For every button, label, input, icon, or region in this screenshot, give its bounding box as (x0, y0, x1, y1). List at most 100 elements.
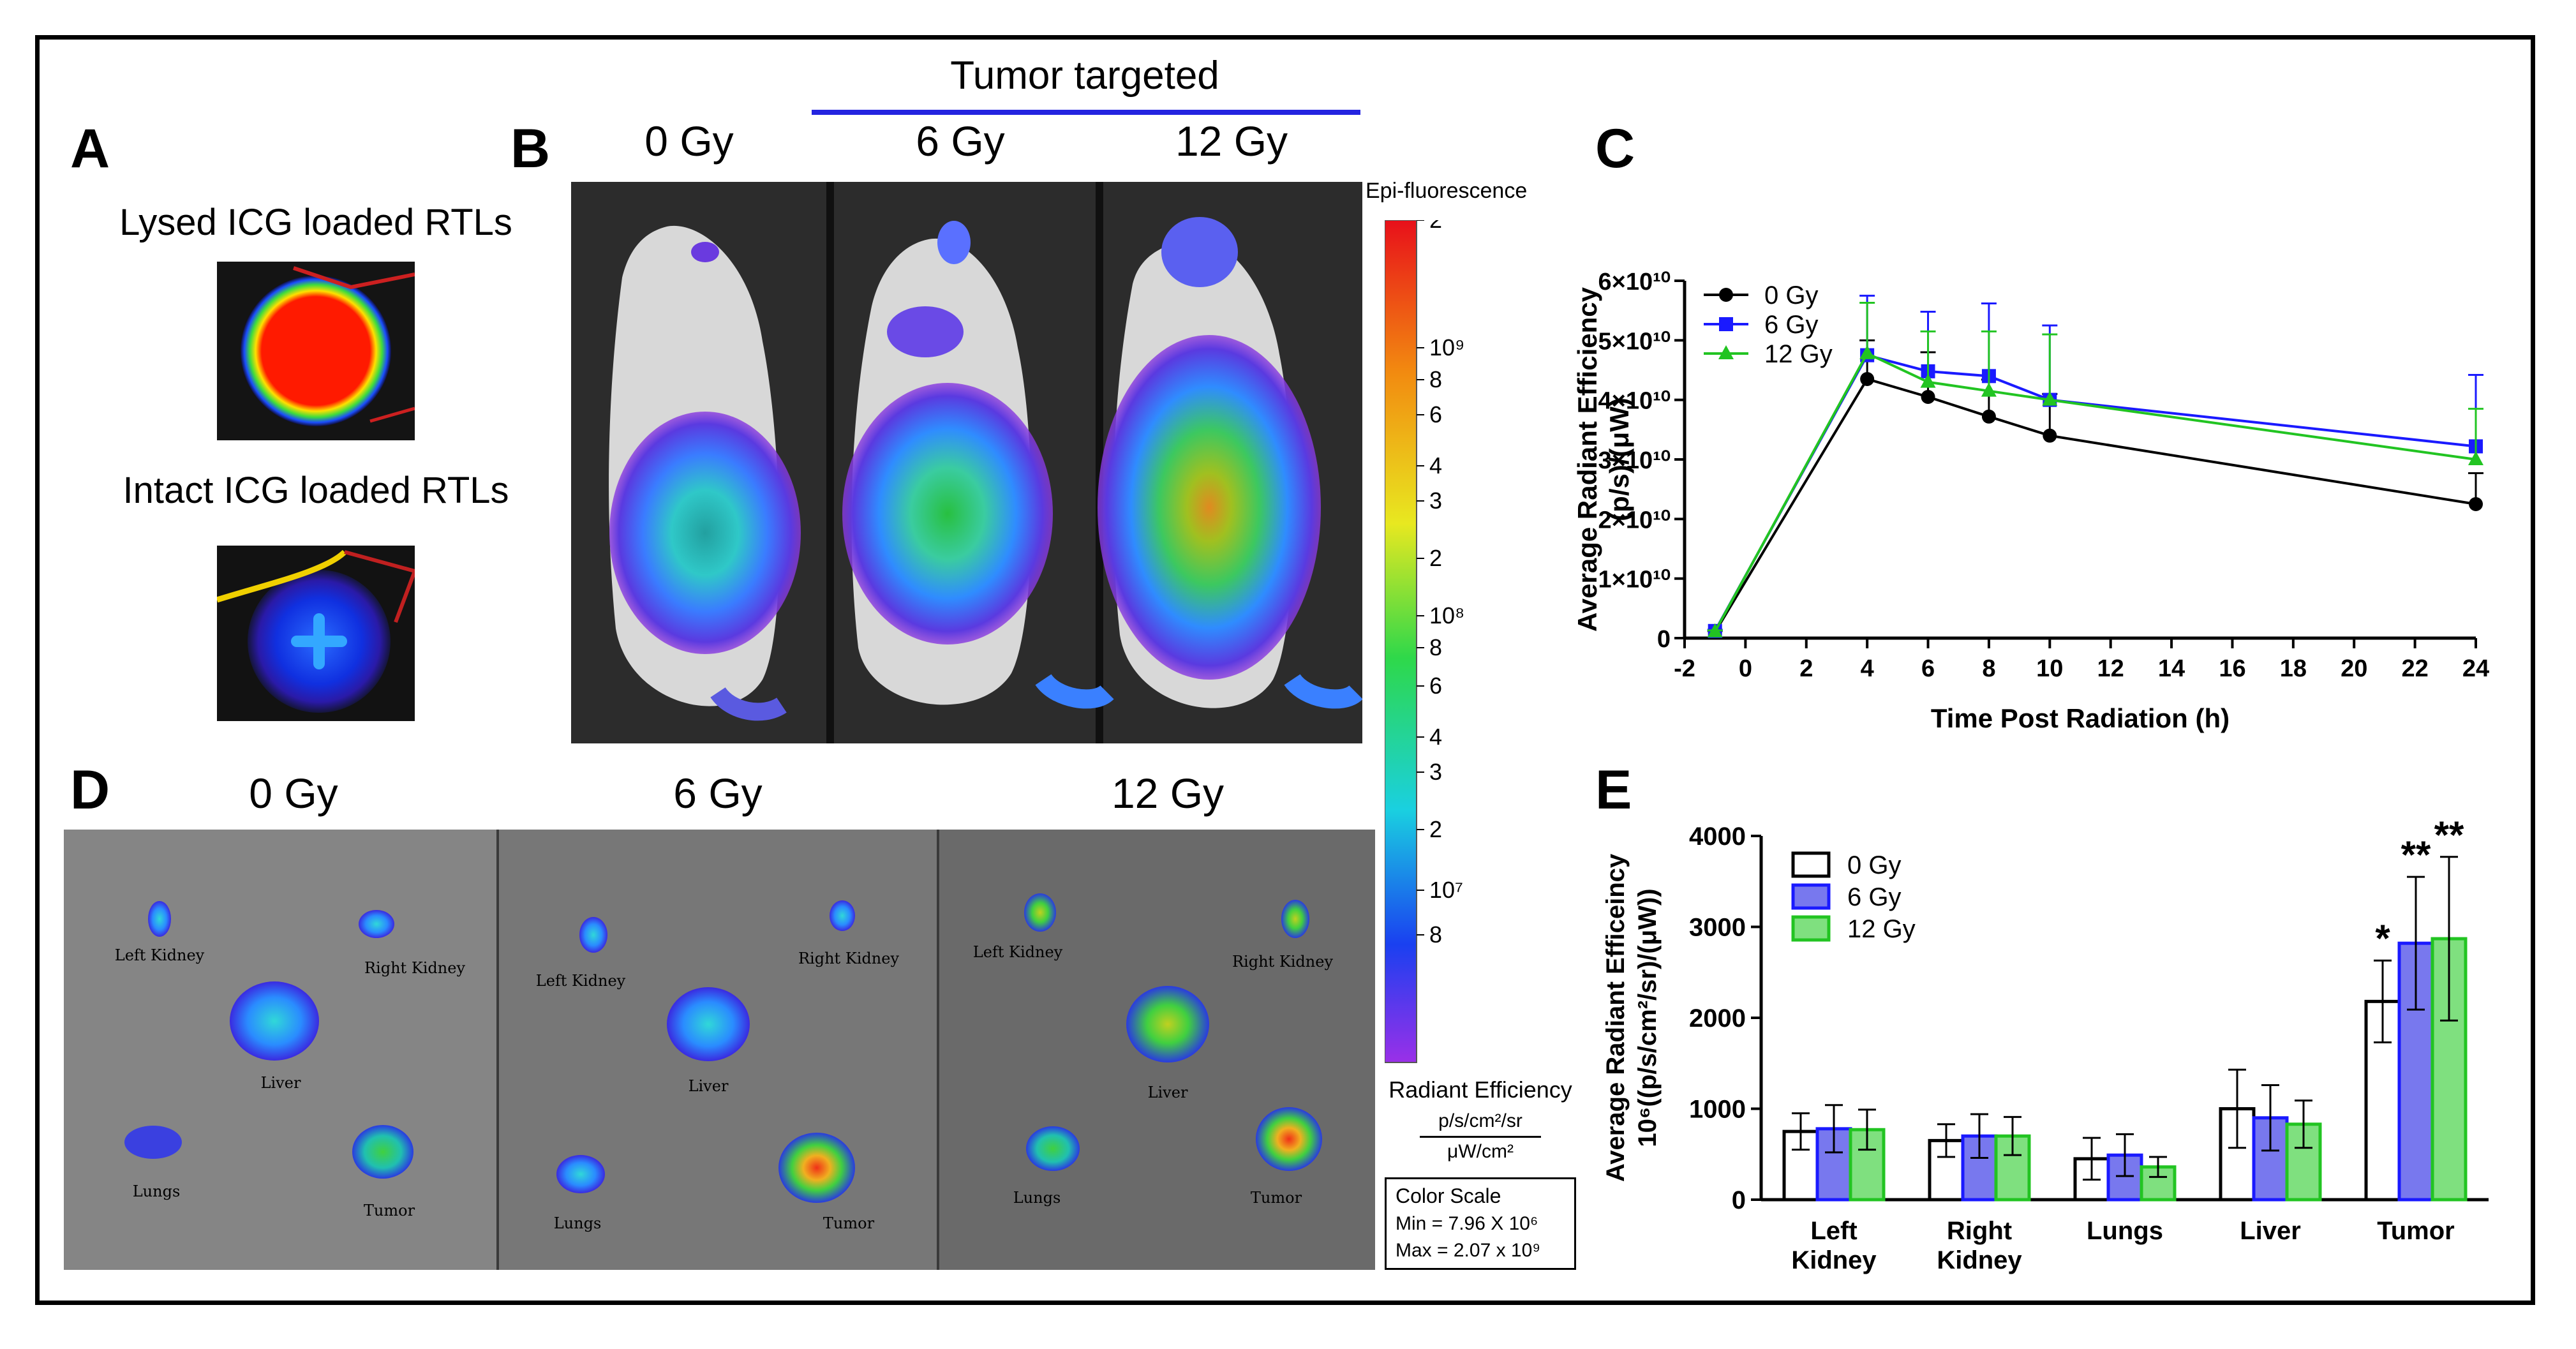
d-dose-label-6: 6 Gy (673, 770, 763, 817)
organ-label-liver-12: Liver (1147, 1084, 1188, 1101)
e-significance-marker: ** (2434, 817, 2464, 856)
panel-d-letter: D (70, 759, 110, 821)
c-x-tick-label: 16 (2219, 655, 2245, 682)
b-dose-label-0: 0 Gy (644, 117, 734, 165)
organ-label-right-kidney-0: Right Kidney (364, 959, 466, 977)
mouse-fluorescence-image (571, 182, 1362, 743)
tumor-targeted-label: Tumor targeted (950, 54, 1219, 98)
c-y-tick-label: 0 (1657, 626, 1671, 653)
c-x-tick-label: 24 (2462, 655, 2489, 682)
organ-label-liver-6: Liver (688, 1077, 729, 1095)
c-x-tick-label: 6 (1921, 655, 1935, 682)
e-category-label: Right (1947, 1217, 2012, 1245)
intact-caption: Intact ICG loaded RTLs (123, 470, 509, 511)
c-y-axis-label-1: Average Radiant Efficiency (1572, 287, 1602, 632)
organ-label-left-kidney-0: Left Kidney (114, 946, 205, 964)
c-series-line-0-gy (1713, 377, 2476, 633)
e-y-tick-label: 2000 (1689, 1004, 1746, 1032)
e-y-tick-label: 4000 (1689, 823, 1746, 851)
organ-label-lungs-0: Lungs (132, 1182, 181, 1200)
e-category-label: Tumor (2377, 1217, 2454, 1245)
c-legend-marker (1719, 288, 1733, 302)
organ-label-lungs-12: Lungs (1013, 1189, 1061, 1207)
c-x-tick-label: 14 (2158, 655, 2185, 682)
organ-label-left-kidney-12: Left Kidney (972, 943, 1063, 961)
c-legend-marker (1719, 317, 1733, 331)
e-y-axis-label-1: Average Radiant Efficeincy (1602, 853, 1630, 1182)
e-significance-marker: ** (2401, 833, 2431, 876)
colorbar-tick-label: 8 (1429, 634, 1442, 660)
units-fraction-line (1420, 1136, 1541, 1138)
organ-label-right-kidney-6: Right Kidney (798, 950, 900, 967)
e-significance-marker: * (2375, 917, 2390, 960)
e-legend-swatch (1791, 883, 1831, 910)
e-category-label: Kidney (1937, 1246, 2022, 1274)
c-point (1981, 382, 1997, 397)
e-bar-12-gy (1994, 1134, 2031, 1202)
c-y-tick-label: 3×10¹⁰ (1598, 447, 1671, 474)
e-category-label: Left (1810, 1217, 1857, 1245)
e-category-label: Liver (2240, 1217, 2301, 1245)
color-scale-title: Color Scale (1396, 1184, 1501, 1207)
e-y-axis-label-2: 10⁶((p/s/cm²/sr)/(μW)) (1634, 888, 1662, 1147)
organ-image-art (64, 830, 1375, 1270)
lysed-caption: Lysed ICG loaded RTLs (119, 202, 512, 243)
colorbar-tick-label: 4 (1429, 452, 1442, 479)
organ-fluorescence-image: Left Kidney Right Kidney Liver Lungs Tum… (64, 830, 1375, 1270)
c-y-axis-label-2: (p/s)/(μW) (1604, 398, 1634, 521)
panel-a-letter: A (70, 118, 110, 179)
bar-chart-e: 0 1000 2000 3000 4000 Average Radiant Efficei… (1602, 817, 2489, 1274)
c-y-tick-label: 5×10¹⁰ (1598, 328, 1671, 355)
colorbar-tick-label: 8 (1429, 921, 1442, 948)
c-x-tick-label: 12 (2097, 655, 2124, 682)
colorbar-tick-label: 8 (1429, 366, 1442, 392)
d-dose-label-12: 12 Gy (1111, 770, 1225, 817)
figure-frame (35, 35, 2535, 1305)
c-point (1981, 409, 1996, 424)
e-legend-label: 6 Gy (1847, 883, 1901, 911)
c-y-tick-label: 4×10¹⁰ (1598, 388, 1671, 415)
c-y-tick-label: 6×10¹⁰ (1598, 269, 1671, 295)
color-scale-min: Min = 7.96 X 10⁶ (1396, 1213, 1538, 1234)
organ-label-tumor-12: Tumor (1250, 1189, 1302, 1207)
c-point (2468, 451, 2483, 465)
colorbar-tick-label: 6 (1429, 401, 1442, 428)
organ-label-right-kidney-12: Right Kidney (1232, 953, 1334, 971)
c-legend-marker (1718, 345, 1734, 359)
c-series-line-12-gy (1713, 352, 2476, 632)
colorbar-tick-label: 3 (1429, 488, 1442, 514)
c-x-tick-label: 8 (1982, 655, 1995, 682)
c-y-tick-label: 2×10¹⁰ (1598, 507, 1671, 533)
c-y-tick-label: 1×10¹⁰ (1598, 567, 1671, 593)
c-x-tick-label: -2 (1674, 655, 1695, 682)
c-x-tick-label: 4 (1861, 655, 1874, 682)
e-category-label: Kidney (1791, 1246, 1877, 1274)
colorbar-tick-label: 6 (1429, 673, 1442, 699)
c-point (1921, 390, 1935, 404)
organ-label-left-kidney-6: Left Kidney (535, 972, 626, 990)
c-x-tick-label: 0 (1739, 655, 1752, 682)
lysed-well-image (217, 262, 415, 440)
c-legend-label: 12 Gy (1764, 340, 1833, 368)
organ-label-tumor-0: Tumor (363, 1202, 415, 1219)
c-point (1859, 345, 1875, 359)
c-legend-label: 0 Gy (1764, 281, 1818, 309)
colorbar-tick-label: 10⁷ (1429, 877, 1463, 903)
c-point (2042, 391, 2058, 406)
organ-label-liver-0: Liver (260, 1074, 301, 1092)
colorbar-tick-label: 4 (1429, 724, 1442, 750)
intact-well-image (217, 546, 415, 721)
panel-b-letter: B (510, 118, 551, 179)
b-dose-label-6: 6 Gy (916, 117, 1005, 165)
panel-c-letter: C (1595, 118, 1635, 179)
b-dose-label-12: 12 Gy (1175, 117, 1288, 165)
c-point (1920, 373, 1936, 388)
c-x-axis-label: Time Post Radiation (h) (1931, 703, 2230, 733)
c-x-tick-label: 18 (2280, 655, 2307, 682)
c-legend-label: 6 Gy (1764, 311, 1818, 339)
c-x-tick-label: 20 (2341, 655, 2367, 682)
organ-label-tumor-6: Tumor (823, 1214, 875, 1232)
e-legend-swatch (1791, 915, 1831, 942)
e-legend-label: 0 Gy (1847, 851, 1901, 879)
